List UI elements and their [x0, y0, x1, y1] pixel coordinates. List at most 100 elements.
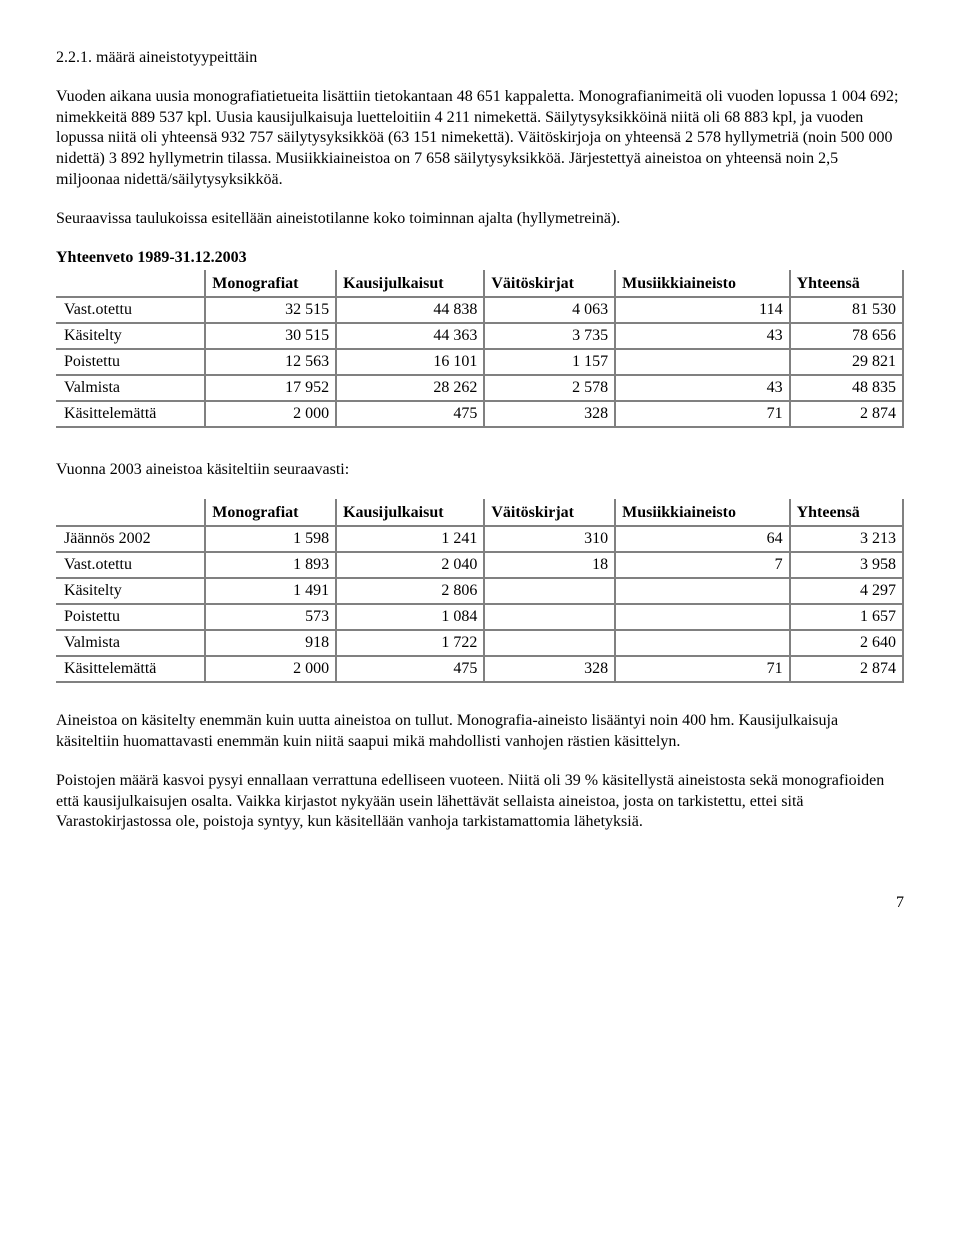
summary-table-2003: Monografiat Kausijulkaisut Väitöskirjat …: [56, 499, 904, 683]
cell-value: 2 040: [336, 552, 484, 578]
table-header-row: Monografiat Kausijulkaisut Väitöskirjat …: [57, 271, 903, 297]
row-label: Poistettu: [57, 604, 205, 630]
cell-value: [484, 630, 615, 656]
cell-value: 4 063: [484, 297, 615, 323]
cell-value: 71: [615, 656, 789, 682]
header-blank: [57, 271, 205, 297]
header-kausijulkaisut: Kausijulkaisut: [336, 500, 484, 526]
row-label: Käsittelemättä: [57, 656, 205, 682]
cell-value: [615, 630, 789, 656]
table-row: Vast.otettu1 8932 0401873 958: [57, 552, 903, 578]
cell-value: 2 000: [205, 656, 336, 682]
table-row: Poistettu12 56316 1011 157 29 821: [57, 349, 903, 375]
cell-value: 573: [205, 604, 336, 630]
row-label: Vast.otettu: [57, 297, 205, 323]
cell-value: 12 563: [205, 349, 336, 375]
cell-value: 16 101: [336, 349, 484, 375]
cell-value: 44 363: [336, 323, 484, 349]
cell-value: 18: [484, 552, 615, 578]
cell-value: [615, 578, 789, 604]
cell-value: [484, 604, 615, 630]
paragraph-intro-2: Seuraavissa taulukoissa esitellään ainei…: [56, 209, 904, 230]
cell-value: 1 893: [205, 552, 336, 578]
cell-value: 918: [205, 630, 336, 656]
row-label: Valmista: [57, 375, 205, 401]
section-heading: 2.2.1. määrä aineistotyypeittäin: [56, 48, 904, 69]
table-row: Valmista9181 722 2 640: [57, 630, 903, 656]
cell-value: 3 958: [790, 552, 903, 578]
table-row: Käsittelemättä2 000475328712 874: [57, 656, 903, 682]
header-vaitoskirjat: Väitöskirjat: [484, 271, 615, 297]
row-label: Käsitelty: [57, 578, 205, 604]
row-label: Jäännös 2002: [57, 526, 205, 552]
table-row: Vast.otettu32 51544 8384 06311481 530: [57, 297, 903, 323]
row-label: Vast.otettu: [57, 552, 205, 578]
cell-value: 1 657: [790, 604, 903, 630]
cell-value: 64: [615, 526, 789, 552]
page-number: 7: [56, 893, 904, 914]
row-label: Poistettu: [57, 349, 205, 375]
cell-value: 475: [336, 401, 484, 427]
table-row: Käsitelty30 51544 3633 7354378 656: [57, 323, 903, 349]
header-musiikkiaineisto: Musiikkiaineisto: [615, 500, 789, 526]
cell-value: 78 656: [790, 323, 903, 349]
cell-value: 4 297: [790, 578, 903, 604]
cell-value: 48 835: [790, 375, 903, 401]
table-header-row: Monografiat Kausijulkaisut Väitöskirjat …: [57, 500, 903, 526]
cell-value: 2 874: [790, 401, 903, 427]
cell-value: 43: [615, 323, 789, 349]
summary-table-1989-2003: Monografiat Kausijulkaisut Väitöskirjat …: [56, 270, 904, 428]
cell-value: 3 735: [484, 323, 615, 349]
cell-value: 44 838: [336, 297, 484, 323]
paragraph-analysis-2: Poistojen määrä kasvoi pysyi ennallaan v…: [56, 771, 904, 833]
cell-value: 29 821: [790, 349, 903, 375]
cell-value: 328: [484, 656, 615, 682]
header-musiikkiaineisto: Musiikkiaineisto: [615, 271, 789, 297]
cell-value: 71: [615, 401, 789, 427]
cell-value: 2 640: [790, 630, 903, 656]
cell-value: [615, 604, 789, 630]
cell-value: 114: [615, 297, 789, 323]
cell-value: 30 515: [205, 323, 336, 349]
table-row: Käsittelemättä2 000475328712 874: [57, 401, 903, 427]
header-kausijulkaisut: Kausijulkaisut: [336, 271, 484, 297]
cell-value: 2 874: [790, 656, 903, 682]
header-monografiat: Monografiat: [205, 271, 336, 297]
cell-value: 7: [615, 552, 789, 578]
table-row: Jäännös 20021 5981 241310643 213: [57, 526, 903, 552]
header-vaitoskirjat: Väitöskirjat: [484, 500, 615, 526]
cell-value: 475: [336, 656, 484, 682]
table1-title: Yhteenveto 1989-31.12.2003: [56, 248, 904, 269]
cell-value: 2 578: [484, 375, 615, 401]
paragraph-intro-1: Vuoden aikana uusia monografiatietueita …: [56, 87, 904, 191]
header-blank: [57, 500, 205, 526]
table-row: Valmista17 95228 2622 5784348 835: [57, 375, 903, 401]
table-row: Poistettu5731 0841 657: [57, 604, 903, 630]
cell-value: 1 722: [336, 630, 484, 656]
cell-value: 2 806: [336, 578, 484, 604]
header-yhteensa: Yhteensä: [790, 271, 903, 297]
row-label: Valmista: [57, 630, 205, 656]
cell-value: 17 952: [205, 375, 336, 401]
paragraph-2003-intro: Vuonna 2003 aineistoa käsiteltiin seuraa…: [56, 460, 904, 481]
row-label: Käsittelemättä: [57, 401, 205, 427]
cell-value: 28 262: [336, 375, 484, 401]
cell-value: 32 515: [205, 297, 336, 323]
table-row: Käsitelty1 4912 806 4 297: [57, 578, 903, 604]
header-yhteensa: Yhteensä: [790, 500, 903, 526]
cell-value: 3 213: [790, 526, 903, 552]
cell-value: 1 598: [205, 526, 336, 552]
cell-value: 2 000: [205, 401, 336, 427]
row-label: Käsitelty: [57, 323, 205, 349]
cell-value: 1 491: [205, 578, 336, 604]
cell-value: 43: [615, 375, 789, 401]
cell-value: [484, 578, 615, 604]
cell-value: [615, 349, 789, 375]
cell-value: 310: [484, 526, 615, 552]
cell-value: 328: [484, 401, 615, 427]
paragraph-analysis-1: Aineistoa on käsitelty enemmän kuin uutt…: [56, 711, 904, 753]
cell-value: 1 241: [336, 526, 484, 552]
cell-value: 1 157: [484, 349, 615, 375]
header-monografiat: Monografiat: [205, 500, 336, 526]
cell-value: 81 530: [790, 297, 903, 323]
